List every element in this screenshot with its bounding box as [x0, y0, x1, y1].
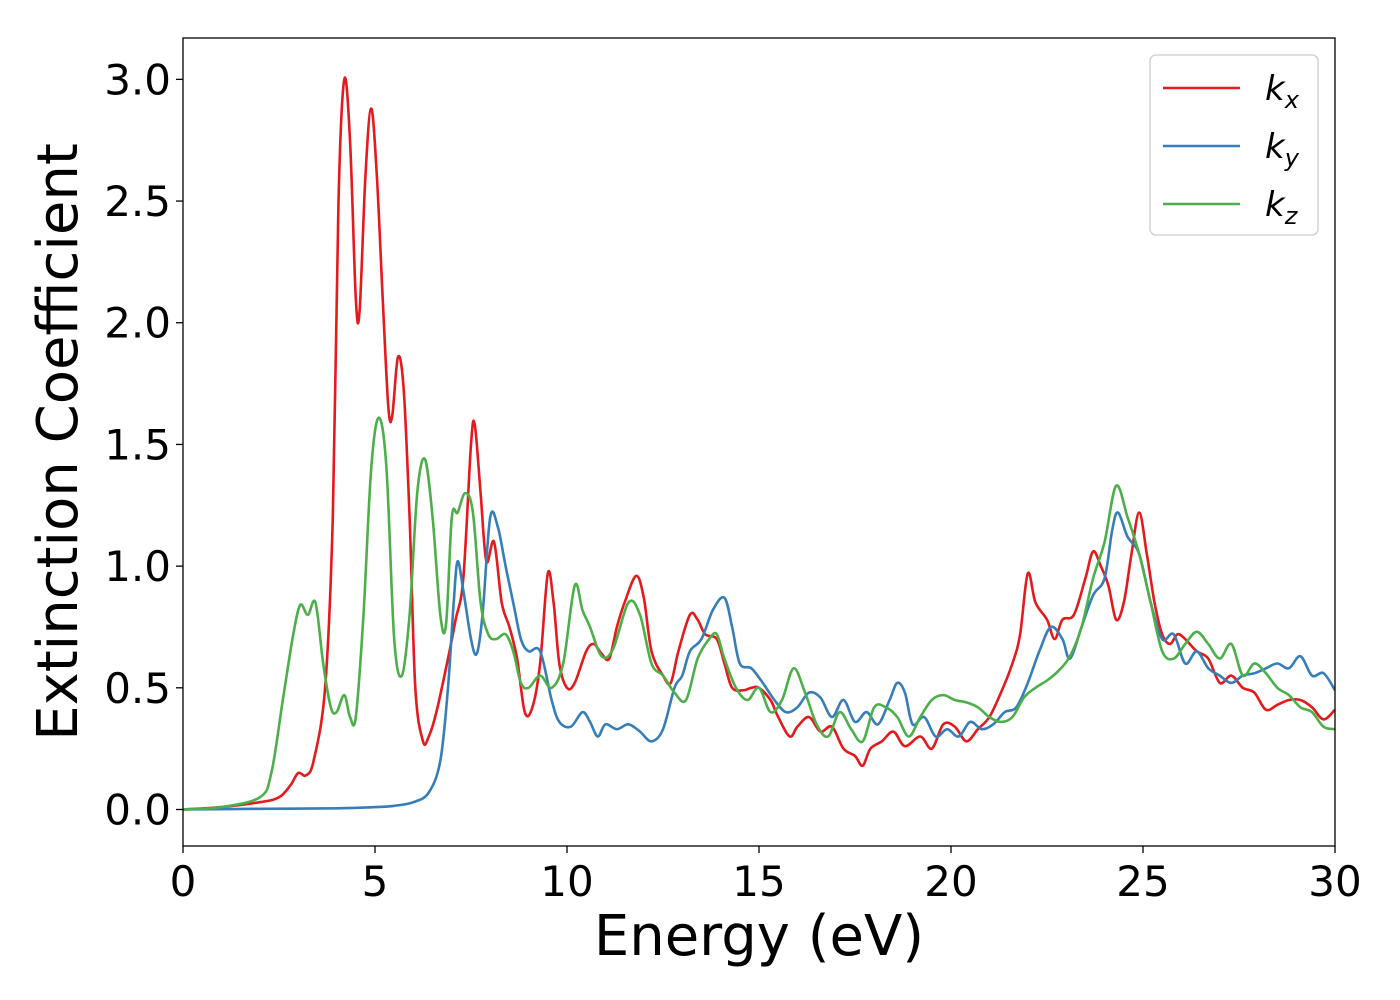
y-tick-label: 2.0: [104, 299, 171, 348]
x-tick-label: 25: [1116, 857, 1169, 906]
y-tick-label: 1.5: [104, 420, 171, 469]
legend-label-ky: ky: [1265, 127, 1300, 172]
ticks-layer: 0 5 10 15 20 25 30 0.0 0.5 1.0 1.5 2.0 2.5 3.0: [104, 55, 1362, 906]
series-line-kz: [183, 416, 1335, 811]
y-tick-label: 2.5: [104, 177, 171, 226]
x-axis-label: Energy (eV): [594, 904, 924, 969]
x-tick-label: 10: [540, 857, 593, 906]
series-layer: [183, 76, 1335, 811]
x-tick-label: 0: [170, 857, 197, 906]
y-tick-label: 1.0: [104, 542, 171, 591]
series-line-ky: [183, 510, 1335, 811]
y-axis-label: Extinction Coefficient: [26, 143, 91, 741]
x-tick-label: 15: [732, 857, 785, 906]
series-line-kx: [183, 76, 1335, 811]
legend-label-kz: kz: [1265, 185, 1299, 230]
y-tick-label: 0.0: [104, 785, 171, 834]
x-tick-label: 5: [362, 857, 389, 906]
y-tick-label: 3.0: [104, 55, 171, 104]
legend-label-kx: kx: [1265, 69, 1300, 114]
x-tick-label: 30: [1308, 857, 1361, 906]
y-tick-label: 0.5: [104, 664, 171, 713]
x-tick-label: 20: [924, 857, 977, 906]
legend: kx ky kz: [1149, 54, 1319, 236]
